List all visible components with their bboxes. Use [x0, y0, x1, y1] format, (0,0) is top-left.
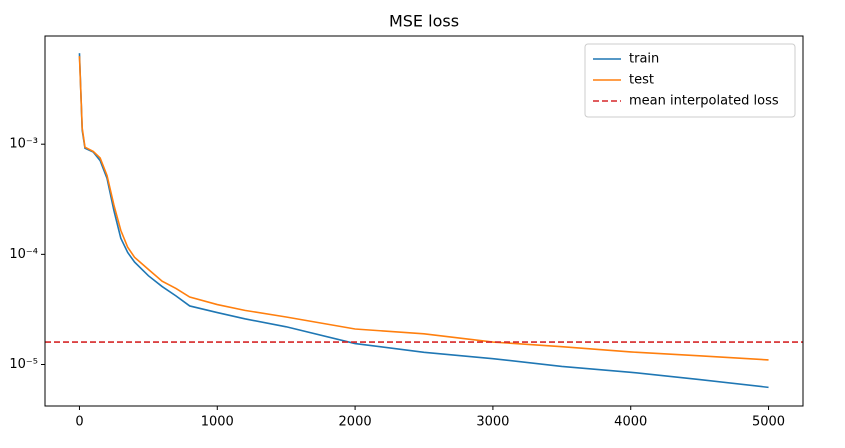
x-tick-label: 2000	[339, 415, 372, 430]
chart-title: MSE loss	[389, 12, 459, 31]
legend: train test mean interpolated loss	[584, 43, 796, 118]
y-tick-label: 10⁻⁵	[9, 357, 38, 372]
x-tick-label: 5000	[752, 415, 785, 430]
y-tick-label: 10⁻⁴	[9, 247, 38, 262]
x-tick-label: 0	[75, 415, 83, 430]
legend-label: test	[629, 73, 654, 88]
plot-frame	[44, 35, 804, 407]
y-tick-label: 10⁻³	[9, 137, 38, 152]
legend-label: mean interpolated loss	[629, 94, 779, 109]
legend-box	[584, 43, 796, 118]
x-tick-label: 1000	[201, 415, 234, 430]
legend-label: train	[629, 52, 659, 67]
x-tick-label: 4000	[614, 415, 647, 430]
x-tick-label: 3000	[476, 415, 509, 430]
series-line	[78, 53, 769, 389]
